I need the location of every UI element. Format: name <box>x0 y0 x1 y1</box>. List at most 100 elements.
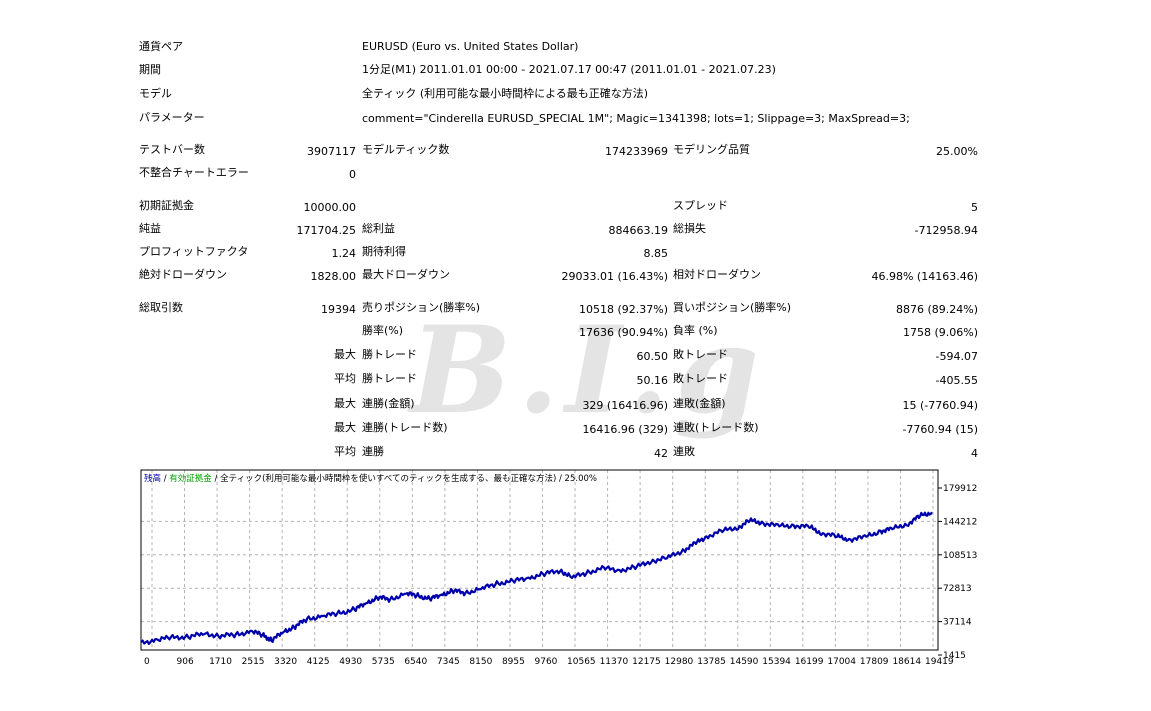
detail-win-value: 16416.96 (329) <box>582 423 668 436</box>
bars-label: テストバー数 <box>139 143 205 156</box>
gross-profit-value: 884663.19 <box>608 224 669 237</box>
x-tick-label: 906 <box>177 657 194 667</box>
ticks-label: モデルティック数 <box>362 143 450 156</box>
x-tick-label: 12980 <box>665 657 694 667</box>
x-tick-label: 15394 <box>762 657 791 667</box>
win-rate-label: 勝率(%) <box>362 324 404 337</box>
x-tick-label: 19419 <box>925 657 954 667</box>
total-trades-label: 総取引数 <box>139 301 183 314</box>
y-tick-label: 72813 <box>943 584 972 594</box>
x-tick-label: 12175 <box>632 657 661 667</box>
y-tick-label: 144212 <box>943 517 977 527</box>
x-tick-label: 10565 <box>567 657 596 667</box>
detail-win-value: 60.50 <box>636 350 669 363</box>
loss-rate-label: 負率 (%) <box>673 324 718 337</box>
loss-rate-value: 1758 (9.06%) <box>902 326 978 339</box>
x-tick-label: 13785 <box>697 657 726 667</box>
legend-separator: / <box>212 474 220 484</box>
x-tick-label: 18614 <box>892 657 921 667</box>
detail-prefix: 平均 <box>334 445 356 458</box>
x-tick-label: 16199 <box>795 657 824 667</box>
quality-label: モデリング品質 <box>673 143 750 156</box>
profit-factor-label: プロフィットファクタ <box>139 245 249 258</box>
legend-equity: 有効証拠金 <box>169 473 212 484</box>
detail-prefix: 最大 <box>334 348 356 361</box>
short-positions-value: 10518 (92.37%) <box>578 303 668 316</box>
detail-prefix: 最大 <box>334 421 356 434</box>
expected-payoff-label: 期待利得 <box>362 245 406 258</box>
x-tick-label: 11370 <box>600 657 629 667</box>
x-tick-label: 5735 <box>372 657 395 667</box>
parameters-label: パラメーター <box>139 111 205 124</box>
relative-drawdown-label: 相対ドローダウン <box>673 268 761 281</box>
chart-frame <box>140 469 939 651</box>
detail-loss-value: -7760.94 (15) <box>902 423 978 436</box>
x-tick-label: 1710 <box>209 657 232 667</box>
x-tick-label: 3320 <box>274 657 297 667</box>
legend-separator: / <box>161 474 169 484</box>
detail-loss-label: 連敗(トレード数) <box>673 421 759 434</box>
net-profit-label: 純益 <box>139 222 161 235</box>
x-tick-label: 2515 <box>242 657 265 667</box>
y-tick-label: 108513 <box>943 551 977 561</box>
detail-win-value: 329 (16416.96) <box>582 399 668 412</box>
detail-loss-value: 4 <box>971 447 978 460</box>
x-tick-label: 17809 <box>860 657 889 667</box>
detail-loss-label: 敗トレード <box>673 372 728 385</box>
x-tick-label: 4930 <box>339 657 362 667</box>
absolute-drawdown-label: 絶対ドローダウン <box>139 268 227 281</box>
chart-errors-value: 0 <box>349 168 356 181</box>
x-tick-label: 6540 <box>404 657 427 667</box>
max-drawdown-value: 29033.01 (16.43%) <box>561 270 668 283</box>
period-value: 1分足(M1) 2011.01.01 00:00 - 2021.07.17 00… <box>362 63 776 76</box>
model-label: モデル <box>139 87 172 100</box>
detail-loss-value: -405.55 <box>935 374 978 387</box>
initial-deposit-value: 10000.00 <box>303 201 357 214</box>
short-positions-label: 売りポジション(勝率%) <box>362 301 481 314</box>
x-tick-label: 17004 <box>827 657 856 667</box>
x-tick-label: 8150 <box>469 657 492 667</box>
quality-value: 25.00% <box>936 145 978 158</box>
absolute-drawdown-value: 1828.00 <box>310 270 357 283</box>
x-tick-label: 0 <box>144 657 150 667</box>
gross-profit-label: 総利益 <box>362 222 395 235</box>
currency-pair-value: EURUSD (Euro vs. United States Dollar) <box>362 40 579 53</box>
detail-win-label: 連勝(金額) <box>362 397 415 410</box>
relative-drawdown-value: 46.98% (14163.46) <box>871 270 978 283</box>
long-positions-value: 8876 (89.24%) <box>895 303 978 316</box>
gross-loss-label: 総損失 <box>673 222 706 235</box>
y-tick-label: 179912 <box>943 484 977 494</box>
detail-win-value: 50.16 <box>636 374 669 387</box>
detail-prefix: 平均 <box>334 372 356 385</box>
spread-value: 5 <box>971 201 978 214</box>
x-tick-label: 4125 <box>307 657 330 667</box>
initial-deposit-label: 初期証拠金 <box>139 199 194 212</box>
expected-payoff-value: 8.85 <box>643 247 669 260</box>
long-positions-label: 買いポジション(勝率%) <box>673 301 792 314</box>
spread-label: スプレッド <box>673 199 728 212</box>
detail-prefix: 最大 <box>334 397 356 410</box>
detail-loss-value: -594.07 <box>935 350 978 363</box>
detail-loss-label: 敗トレード <box>673 348 728 361</box>
balance-line <box>140 511 933 646</box>
detail-win-label: 連勝 <box>362 445 384 458</box>
bars-value: 3907117 <box>307 145 356 158</box>
period-label: 期間 <box>139 63 161 76</box>
y-tick-label: 1415 <box>943 651 966 661</box>
x-axis: 0 906 1710 2515 3320 4125 4930 5735 6540 7345 8150… <box>144 657 954 667</box>
net-profit-value: 171704.25 <box>296 224 357 237</box>
chart-grid <box>141 470 938 650</box>
legend-balance: 残高 <box>144 473 161 484</box>
detail-win-label: 勝トレード <box>362 348 417 361</box>
chart-legend: 残高 / 有効証拠金 / 全ティック(利用可能な最小時間枠を使いすべてのティック… <box>144 473 597 484</box>
gross-loss-value: -712958.94 <box>914 224 978 237</box>
y-tick-label: 37114 <box>943 618 972 628</box>
x-tick-label: 14590 <box>730 657 759 667</box>
detail-win-value: 42 <box>654 447 668 460</box>
detail-loss-value: 15 (-7760.94) <box>902 399 978 412</box>
chart-errors-label: 不整合チャートエラー <box>139 166 249 179</box>
model-value: 全ティック (利用可能な最小時間枠による最も正確な方法) <box>362 87 649 100</box>
detail-win-label: 連勝(トレード数) <box>362 421 448 434</box>
y-axis: 179912 144212 108513 72813 37114 1415 <box>938 484 977 661</box>
